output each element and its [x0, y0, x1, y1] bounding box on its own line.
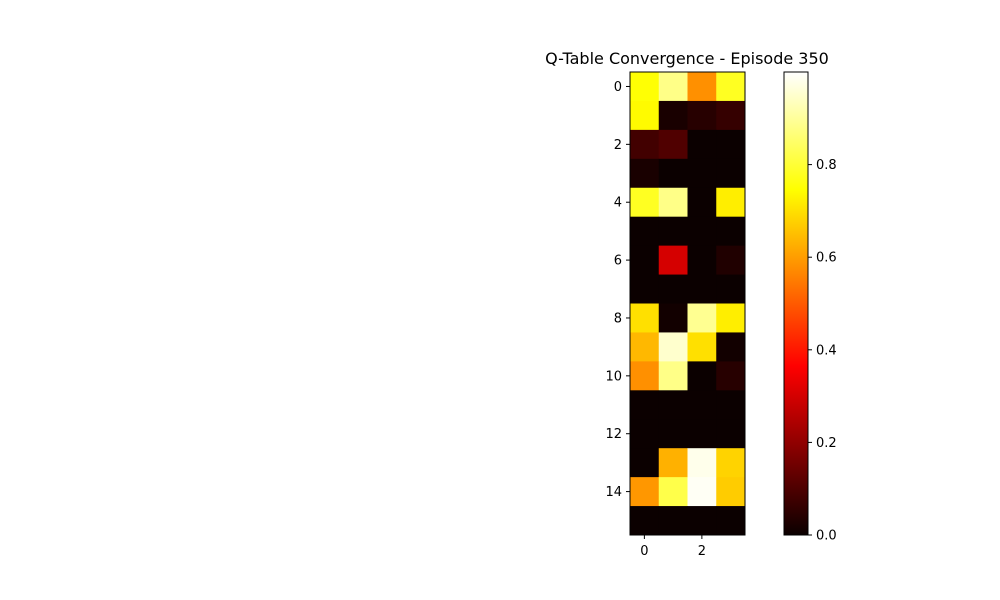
- heatmap-cell-7-2: [687, 274, 717, 304]
- colorbar-axis: 0.0 0.2 0.4 0.6 0.8: [808, 158, 837, 544]
- heatmap-cell-5-0: [630, 216, 660, 247]
- heatmap-cell-3-2: [687, 158, 717, 189]
- heatmap-cell-7-1: [658, 274, 688, 304]
- heatmap-cell-7-0: [630, 274, 660, 304]
- heatmap-cell-14-1: [658, 477, 688, 507]
- heatmap-cell-15-0: [630, 506, 660, 536]
- heatmap-cell-15-3: [716, 506, 746, 536]
- heatmap-cell-5-1: [658, 216, 688, 247]
- heatmap-cell-3-1: [658, 158, 688, 189]
- heatmap-cell-12-3: [716, 419, 746, 449]
- heatmap-cell-10-1: [658, 361, 688, 391]
- heatmap-cell-11-3: [716, 390, 746, 420]
- heatmap-cell-14-0: [630, 477, 660, 507]
- heatmap-cell-3-3: [716, 158, 746, 189]
- heatmap-cell-4-1: [658, 187, 688, 218]
- colorbar-tick-label: 0.6: [816, 251, 837, 266]
- heatmap-cell-1-1: [658, 100, 688, 131]
- heatmap-cell-14-3: [716, 477, 746, 507]
- heatmap-cell-2-3: [716, 129, 746, 160]
- x-tick-label: 2: [698, 544, 706, 559]
- heatmap-frame: [629, 71, 746, 536]
- colorbar: [783, 71, 809, 536]
- heatmap-cell-2-2: [687, 129, 717, 160]
- heatmap-cell-8-1: [658, 303, 688, 333]
- y-tick-label: 6: [614, 254, 622, 269]
- heatmap-cell-12-2: [687, 419, 717, 449]
- heatmap-cell-6-3: [716, 245, 746, 275]
- heatmap-cell-0-0: [630, 72, 660, 102]
- heatmap-cell-4-2: [687, 187, 717, 218]
- heatmap-cell-6-0: [630, 245, 660, 275]
- heatmap-cell-0-2: [687, 72, 717, 102]
- heatmap-cell-13-2: [687, 448, 717, 478]
- heatmap-cell-13-3: [716, 448, 746, 478]
- heatmap-cell-9-1: [658, 332, 688, 362]
- heatmap-cell-6-2: [687, 245, 717, 275]
- chart-title: Q-Table Convergence - Episode 350: [545, 49, 829, 68]
- heatmap-cell-12-0: [630, 419, 660, 449]
- y-tick-label: 4: [614, 196, 622, 211]
- heatmap-cell-11-0: [630, 390, 660, 420]
- y-tick-label: 10: [605, 369, 622, 384]
- heatmap-cell-4-3: [716, 187, 746, 218]
- y-tick-label: 12: [605, 427, 622, 442]
- heatmap-cell-8-2: [687, 303, 717, 333]
- heatmap-grid: [630, 72, 746, 536]
- heatmap-cell-12-1: [658, 419, 688, 449]
- x-tick-label: 0: [640, 544, 648, 559]
- heatmap-cell-11-1: [658, 390, 688, 420]
- colorbar-tick-label: 0.2: [816, 436, 837, 451]
- heatmap-cell-7-3: [716, 274, 746, 304]
- heatmap-cell-1-2: [687, 100, 717, 131]
- colorbar-tick-label: 0.0: [816, 529, 837, 544]
- heatmap-cell-1-3: [716, 100, 746, 131]
- heatmap-cell-15-1: [658, 506, 688, 536]
- heatmap-axes: 0 2 4 6 8 10 12 14 0 2: [605, 80, 706, 559]
- y-tick-label: 0: [614, 80, 622, 95]
- heatmap-cell-14-2: [687, 477, 717, 507]
- heatmap-cell-0-3: [716, 72, 746, 102]
- heatmap-cell-8-0: [630, 303, 660, 333]
- colorbar-tick-label: 0.4: [816, 343, 837, 358]
- heatmap-cell-2-1: [658, 129, 688, 160]
- colorbar-tick-label: 0.8: [816, 158, 837, 173]
- heatmap-cell-6-1: [658, 245, 688, 275]
- heatmap-cell-9-3: [716, 332, 746, 362]
- heatmap-cell-10-0: [630, 361, 660, 391]
- heatmap-cell-5-2: [687, 216, 717, 247]
- heatmap-cell-0-1: [658, 72, 688, 102]
- heatmap-cell-2-0: [630, 129, 660, 160]
- heatmap-cell-13-1: [658, 448, 688, 478]
- heatmap-cell-13-0: [630, 448, 660, 478]
- heatmap-cell-10-3: [716, 361, 746, 391]
- heatmap-cell-1-0: [630, 100, 660, 131]
- heatmap-cell-4-0: [630, 187, 660, 218]
- heatmap-cell-11-2: [687, 390, 717, 420]
- y-tick-label: 2: [614, 138, 622, 153]
- heatmap-cell-9-2: [687, 332, 717, 362]
- heatmap-cell-5-3: [716, 216, 746, 247]
- heatmap-cell-15-2: [687, 506, 717, 536]
- heatmap-cell-8-3: [716, 303, 746, 333]
- heatmap-cell-9-0: [630, 332, 660, 362]
- y-tick-label: 14: [605, 485, 622, 500]
- y-tick-label: 8: [614, 311, 622, 326]
- heatmap-cell-3-0: [630, 158, 660, 189]
- heatmap-cell-10-2: [687, 361, 717, 391]
